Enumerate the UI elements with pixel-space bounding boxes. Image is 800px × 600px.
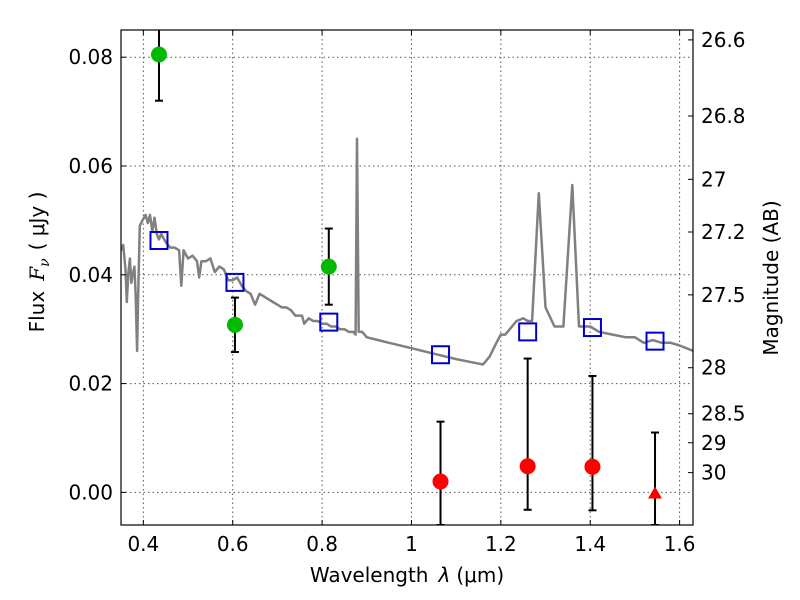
x-tick-label: 1 [405, 532, 418, 556]
right-tick-label: 28 [701, 356, 726, 380]
right-tick-label: 26.6 [701, 28, 746, 52]
non-detection-triangle [648, 486, 663, 499]
model-photometry-square [319, 312, 339, 332]
right-tick-label: 30 [701, 461, 726, 485]
y-tick-label: 0.02 [68, 372, 113, 396]
y-tick-label: 0.04 [68, 263, 113, 287]
right-tick-label: 27.5 [701, 283, 746, 307]
model-photometry-square [431, 345, 451, 365]
x-tick-label: 0.6 [217, 532, 249, 556]
y-tick-label: 0.06 [68, 154, 113, 178]
right-tick-label: 29 [701, 431, 726, 455]
axes: 0.4 0.6 0.8 1 1.2 1.4 1.6 0.00 0.02 0.04 0.06 0.08 2… [68, 28, 745, 556]
non-detection-point [584, 458, 601, 475]
detection-point [320, 258, 337, 275]
plot-frame [120, 29, 694, 526]
model-photometry-square [518, 322, 538, 342]
y-axis-label: FluxFν( μJy ) [25, 192, 53, 333]
plot-area [121, 30, 693, 525]
right-axis-label: Magnitude (AB) [759, 200, 783, 355]
x-axis-label: Wavelength λ (μm) [310, 563, 504, 587]
detection-point [226, 316, 243, 333]
y-tick-label: 0.00 [68, 480, 113, 504]
right-tick-label: 28.5 [701, 402, 746, 426]
non-detection-point [519, 458, 536, 475]
right-tick-label: 27.2 [701, 220, 746, 244]
y-tick-label: 0.08 [68, 45, 113, 69]
grid [121, 30, 693, 525]
right-tick-label: 27 [701, 167, 726, 191]
detection-point [150, 46, 167, 63]
x-tick-label: 1.2 [485, 532, 517, 556]
model-spectrum-line [121, 137, 693, 366]
x-tick-label: 1.6 [664, 532, 696, 556]
non-detection-point [432, 473, 449, 490]
model-photometry-square [645, 331, 665, 351]
x-tick-label: 0.4 [127, 532, 159, 556]
model-photometry-square [582, 318, 602, 338]
model-photometry-square [149, 231, 169, 251]
x-tick-label: 1.4 [574, 532, 606, 556]
right-tick-label: 26.8 [701, 104, 746, 128]
model-photometry-square [225, 272, 245, 292]
x-tick-label: 0.8 [306, 532, 338, 556]
